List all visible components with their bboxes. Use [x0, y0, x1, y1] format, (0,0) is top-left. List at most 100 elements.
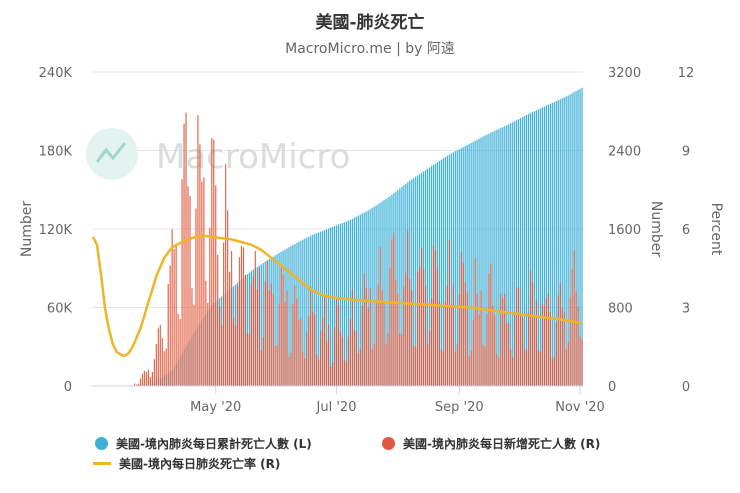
daily-bar — [444, 301, 447, 386]
cumulative-bar — [300, 240, 302, 386]
daily-bar — [361, 305, 363, 386]
daily-bar — [419, 267, 421, 386]
cumulative-bar — [438, 160, 441, 386]
daily-bar — [516, 287, 518, 386]
daily-bar — [270, 284, 272, 386]
cumulative-bar — [484, 135, 486, 386]
cumulative-bar — [333, 226, 336, 386]
daily-bar — [181, 179, 183, 386]
daily-bar — [377, 284, 379, 386]
daily-bar — [137, 383, 140, 386]
cumulative-bar — [304, 238, 306, 386]
cumulative-bar — [523, 115, 526, 387]
daily-bar — [333, 327, 336, 386]
cumulative-bar — [547, 104, 549, 386]
daily-bar — [373, 344, 375, 386]
daily-bar — [135, 384, 138, 386]
daily-bar — [290, 352, 292, 386]
daily-bar — [579, 336, 581, 386]
daily-bar — [488, 273, 490, 386]
cumulative-bar — [458, 149, 460, 386]
daily-bar — [387, 333, 389, 386]
cumulative-bar — [508, 124, 510, 386]
daily-bar — [151, 371, 153, 386]
cumulative-bar — [561, 98, 563, 387]
daily-bar — [486, 313, 488, 386]
daily-bar — [395, 280, 397, 386]
cumulative-bar — [343, 222, 346, 386]
cumulative-bar — [525, 114, 528, 386]
legend-item-rate[interactable]: 美國-境內每日肺炎死亡率 (R) — [93, 455, 280, 472]
cumulative-bar — [397, 190, 399, 386]
daily-bar — [424, 286, 427, 386]
cumulative-bar — [476, 139, 478, 386]
cumulative-bar — [488, 133, 490, 386]
left-tick-label: 0 — [64, 380, 72, 395]
daily-bar — [401, 334, 403, 386]
cumulative-bar — [327, 228, 330, 386]
daily-bar — [221, 325, 223, 386]
right1-tick-label: 1600 — [608, 223, 641, 238]
cumulative-bar — [341, 222, 344, 386]
left-tick-label: 180K — [39, 145, 73, 160]
daily-bar — [557, 295, 559, 386]
daily-bar — [193, 304, 195, 386]
daily-bar — [553, 357, 555, 386]
cumulative-bar — [496, 129, 498, 386]
daily-bar — [232, 317, 235, 386]
cumulative-bar — [306, 237, 308, 386]
x-tick-label: Sep '20 — [435, 400, 484, 415]
daily-bar — [189, 195, 191, 386]
daily-bar — [571, 268, 573, 386]
cumulative-bar — [371, 208, 373, 386]
daily-bar — [577, 307, 579, 386]
daily-bar — [294, 285, 296, 386]
daily-bar — [359, 349, 361, 386]
cumulative-bar — [520, 118, 522, 386]
daily-bar — [504, 294, 506, 386]
daily-bar — [551, 358, 553, 386]
daily-bar — [381, 289, 383, 386]
cumulative-bar — [248, 272, 251, 386]
daily-bar — [454, 352, 456, 386]
daily-bar — [327, 324, 330, 386]
daily-bar — [436, 268, 439, 386]
daily-bar — [355, 331, 357, 386]
daily-bar — [133, 383, 136, 386]
legend-item-daily[interactable]: 美國-境內肺炎每日新增死亡人數 (R) — [382, 435, 600, 452]
daily-bar — [246, 333, 249, 386]
daily-bar — [288, 356, 290, 386]
cumulative-bar — [276, 254, 278, 386]
daily-bar — [256, 289, 258, 386]
daily-bar — [567, 341, 569, 386]
daily-bar — [298, 320, 300, 386]
cumulative-bar — [290, 246, 292, 386]
cumulative-bar — [302, 239, 304, 386]
cumulative-bar — [426, 168, 429, 386]
daily-bar — [217, 254, 219, 386]
daily-bar — [341, 336, 344, 386]
daily-bar — [397, 294, 399, 386]
daily-bar — [545, 297, 547, 386]
daily-bar — [575, 291, 577, 386]
cumulative-bar — [555, 101, 557, 387]
daily-bar — [442, 351, 445, 386]
cumulative-bar — [478, 138, 480, 386]
cumulative-bar — [367, 210, 369, 386]
daily-bar — [464, 282, 466, 386]
cumulative-bar — [385, 198, 387, 386]
rate-line — [91, 234, 583, 358]
cumulative-bar — [349, 219, 351, 386]
daily-bar — [227, 210, 229, 386]
daily-bar — [312, 311, 314, 386]
cumulative-bar — [415, 176, 417, 386]
legend-label-rate: 美國-境內每日肺炎死亡率 (R) — [119, 457, 281, 471]
daily-bar — [248, 334, 251, 386]
daily-bar — [353, 330, 355, 386]
daily-bar — [456, 344, 458, 386]
daily-bar — [169, 265, 171, 386]
legend-item-cumulative[interactable]: 美國-境內肺炎每日累計死亡人數 (L) — [95, 435, 312, 452]
daily-bar — [421, 248, 423, 386]
daily-bar — [563, 312, 565, 386]
daily-bar — [407, 230, 409, 386]
